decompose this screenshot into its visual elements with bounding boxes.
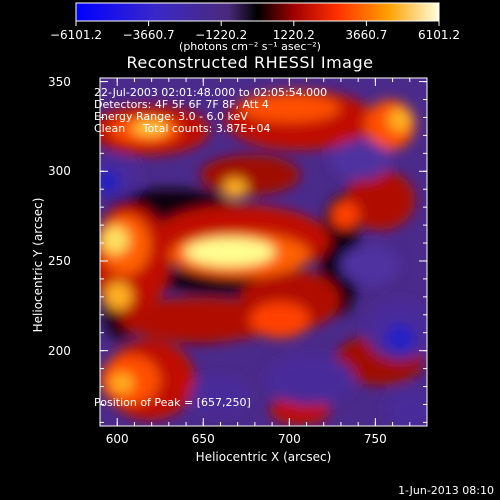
- peak-position-text: Position of Peak = [657,250]: [94, 396, 251, 409]
- y-tick-label: 200: [48, 343, 71, 358]
- energy-range-text: Energy Range: 3.0 - 6.0 keV: [94, 110, 248, 123]
- x-tick-label: 650: [191, 432, 215, 446]
- colorbar-tick-label: −1220.2: [195, 28, 248, 42]
- colorbar: [75, 2, 440, 22]
- y-axis-label: Heliocentric Y (arcsec): [31, 197, 45, 333]
- x-tick-label: 700: [277, 432, 301, 446]
- time-range-text: 22-Jul-2003 02:01:48.000 to 02:05:54.000: [94, 86, 328, 99]
- footer-date: 1-Jun-2013 08:10: [398, 484, 494, 497]
- colorbar-tick-label: 1220.2: [272, 28, 315, 42]
- heatmap-image: [100, 78, 427, 426]
- y-tick-label: 250: [48, 253, 71, 268]
- y-tick-label: 300: [48, 164, 71, 179]
- clean-counts-text: Clean Total counts: 3.87E+04: [94, 122, 271, 135]
- colorbar-ticks: [75, 21, 440, 26]
- y-tick-label: 350: [48, 74, 71, 89]
- chart-title: Reconstructed RHESSI Image: [126, 53, 374, 72]
- colorbar-tick-label: −3660.7: [122, 28, 175, 42]
- colorbar-tick-label: 3660.7: [345, 28, 388, 42]
- plot-frame: [99, 77, 428, 427]
- colorbar-tick-label: 6101.2: [418, 28, 460, 42]
- x-tick-label: 750: [363, 432, 387, 446]
- x-axis-label: Heliocentric X (arcsec): [195, 450, 332, 464]
- colorbar-tick-label: −6101.2: [49, 28, 103, 42]
- x-tick-label: 600: [105, 432, 129, 446]
- axis-ticks: [99, 78, 428, 426]
- colorbar-unit: (photons cm⁻² s⁻¹ asec⁻²): [179, 40, 321, 53]
- detectors-text: Detectors: 4F 5F 6F 7F 8F, Att 4: [94, 98, 269, 111]
